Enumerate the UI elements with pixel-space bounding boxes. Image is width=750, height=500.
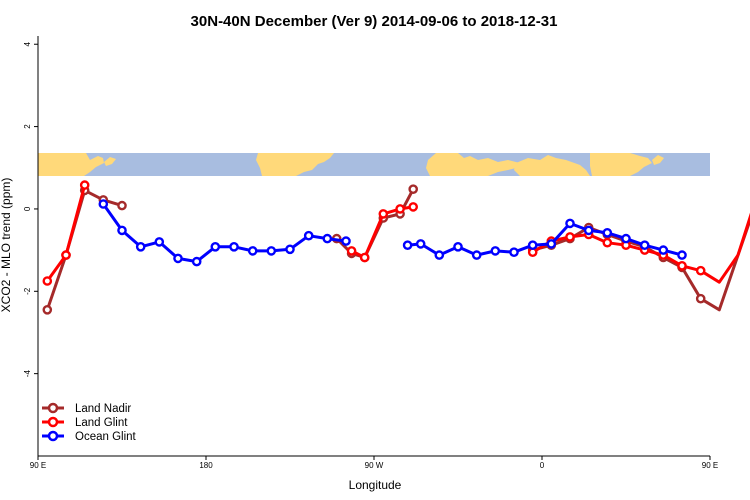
data-point-ocean-glint: [117, 225, 127, 236]
chart-title: 30N-40N December (Ver 9) 2014-09-06 to 2…: [191, 13, 558, 30]
data-point-ocean-glint: [210, 241, 221, 252]
data-point-ocean-glint: [98, 199, 109, 209]
legend-label-ocean-glint: Ocean Glint: [75, 431, 137, 443]
data-point-land-glint: [42, 276, 53, 286]
data-point-land-glint: [346, 246, 357, 256]
data-point-ocean-glint: [285, 244, 295, 255]
data-point-ocean-glint: [173, 253, 183, 264]
data-point-land-nadir: [42, 304, 53, 315]
y-axis-label: XCO2 - MLO trend (ppm): [0, 178, 13, 313]
x-tick-label: 90 E: [30, 461, 46, 470]
legend: Land Nadir Land Glint Ocean Glint: [42, 402, 137, 443]
legend-label-land-nadir: Land Nadir: [75, 403, 131, 415]
data-point-land-glint: [677, 260, 687, 271]
data-point-ocean-glint: [229, 241, 239, 252]
data-point-ocean-glint: [341, 236, 351, 246]
data-point-land-glint: [61, 250, 71, 260]
data-point-ocean-glint: [677, 250, 687, 260]
axes: 90 E 180 90 W 0 90 E 4 2 0 -2 -4: [23, 36, 718, 470]
land-asia-right: [590, 153, 652, 176]
legend-item-land-nadir: Land Nadir: [42, 402, 131, 415]
data-point-ocean-glint: [247, 246, 258, 256]
legend-item-land-glint: Land Glint: [42, 416, 128, 429]
land-asia: [38, 153, 104, 176]
y-tick-label: 2: [23, 124, 32, 129]
legend-item-ocean-glint: Ocean Glint: [42, 430, 137, 443]
data-point-ocean-glint: [658, 245, 669, 255]
data-point-land-glint: [602, 237, 613, 248]
data-point-ocean-glint: [527, 240, 538, 250]
data-point-ocean-glint: [639, 240, 650, 250]
data-point-ocean-glint: [135, 241, 146, 252]
series-layer: [42, 180, 750, 315]
data-point-ocean-glint: [546, 239, 557, 249]
land-masses: [38, 153, 664, 176]
land-japan: [104, 157, 116, 166]
data-point-ocean-glint: [583, 225, 594, 236]
data-point-land-glint: [378, 209, 389, 219]
x-tick-label: 0: [540, 461, 545, 470]
data-point-land-glint: [79, 180, 90, 190]
data-point-ocean-glint: [154, 237, 165, 247]
x-tick-label: 90 E: [702, 461, 718, 470]
data-point-land-glint: [395, 204, 405, 214]
legend-marker-land-nadir: [47, 402, 59, 414]
data-point-land-nadir: [408, 184, 419, 194]
y-tick-label: 4: [23, 41, 32, 46]
data-point-ocean-glint: [415, 239, 426, 249]
legend-label-land-glint: Land Glint: [75, 417, 128, 429]
land-north-america: [256, 153, 334, 176]
y-tick-label: -2: [23, 287, 32, 295]
data-point-land-glint: [359, 252, 370, 263]
map-band: [38, 153, 710, 176]
data-point-ocean-glint: [453, 241, 463, 252]
series-line-ocean-glint: [407, 221, 683, 257]
data-point-ocean-glint: [471, 250, 482, 260]
data-point-ocean-glint: [602, 227, 613, 238]
data-point-land-nadir: [695, 293, 706, 304]
data-point-ocean-glint: [565, 218, 575, 229]
series-ocean-glint: [98, 199, 687, 267]
data-point-ocean-glint: [490, 246, 501, 256]
data-point-ocean-glint: [266, 246, 277, 256]
land-japan-right: [652, 155, 664, 165]
y-tick-label: 0: [23, 206, 32, 211]
x-tick-label: 90 W: [365, 461, 384, 470]
data-point-ocean-glint: [509, 247, 519, 257]
y-tick-label: -4: [23, 370, 32, 378]
legend-marker-land-glint: [47, 416, 59, 428]
data-point-land-glint: [565, 232, 575, 242]
land-north-africa-europe: [426, 153, 520, 176]
data-point-ocean-glint: [621, 233, 631, 244]
data-point-ocean-glint: [191, 256, 202, 267]
x-tick-label: 180: [199, 461, 213, 470]
data-point-land-glint: [695, 265, 706, 276]
data-point-land-glint: [408, 202, 419, 212]
data-point-ocean-glint: [434, 250, 445, 260]
data-point-ocean-glint: [322, 233, 333, 244]
data-point-ocean-glint: [402, 240, 413, 250]
legend-marker-ocean-glint: [47, 430, 59, 442]
data-point-land-nadir: [117, 200, 127, 211]
data-point-ocean-glint: [303, 230, 314, 241]
x-axis-label: Longitude: [349, 478, 402, 492]
land-middle-east: [514, 155, 590, 176]
